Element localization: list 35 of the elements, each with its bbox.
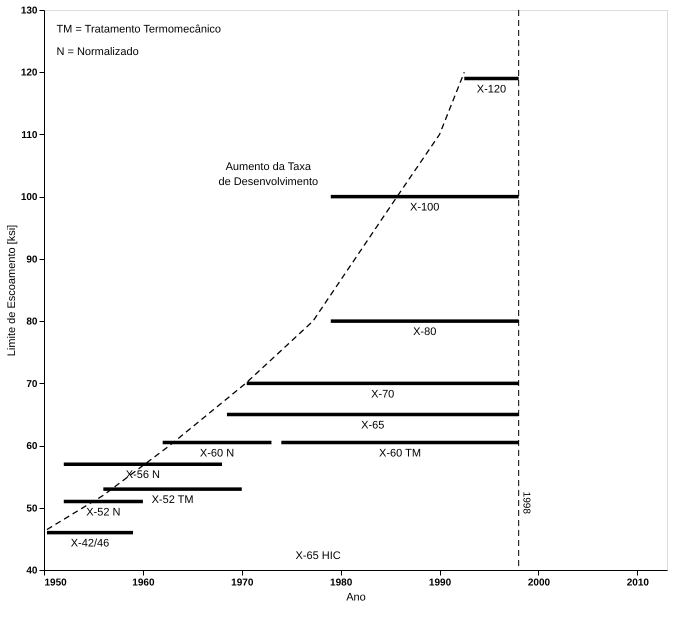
y-tick-label: 90 — [26, 254, 38, 266]
y-tick-label: 60 — [26, 441, 38, 452]
x-tick-label: 1970 — [231, 578, 254, 588]
y-tick-label: 120 — [20, 68, 38, 79]
y-tick-label: 70 — [26, 378, 38, 390]
y-tick-label: 110 — [21, 130, 38, 141]
x-tick-label: 1980 — [330, 578, 353, 588]
x-tick-label: 1990 — [428, 578, 452, 588]
series-label: X-80 — [413, 326, 436, 338]
y-tick-label: 50 — [26, 503, 38, 514]
series-label: X-52 TM — [152, 494, 194, 506]
x-tick-label: 1960 — [132, 578, 155, 588]
x-tick-label: 2000 — [528, 578, 551, 588]
y-tick-label: 130 — [20, 6, 38, 16]
x-tick-label: 1950 — [44, 578, 68, 588]
series-label: X-100 — [410, 202, 440, 214]
annotation: Aumento da Taxa de Desenvolvimento — [218, 160, 318, 188]
y-axis-title: Limite de Escoamento [ksi] — [6, 224, 18, 356]
ref-line-label: 1998 — [520, 492, 532, 514]
x-tick-label: 2010 — [626, 578, 650, 588]
y-tick-label: 80 — [26, 316, 38, 328]
series-label: X-60 N — [200, 447, 234, 460]
y-tick-label: 100 — [20, 192, 38, 204]
annotation: N = Normalizado — [56, 46, 139, 58]
annotation: X-65 HIC — [295, 550, 341, 562]
series-label: X-42/46 — [70, 538, 110, 550]
series-label: X-120 — [476, 83, 506, 96]
x-axis-title: Ano — [346, 592, 366, 604]
series-label: X-60 TM — [379, 447, 421, 460]
series-label: X-70 — [371, 388, 394, 400]
series-label: X-52 N — [86, 506, 120, 519]
y-tick-label: 40 — [26, 566, 38, 576]
series-label: X-56 N — [126, 469, 160, 482]
annotation: TM = Tratamento Termomecânico — [56, 24, 222, 36]
series-label: X-65 — [361, 419, 384, 432]
